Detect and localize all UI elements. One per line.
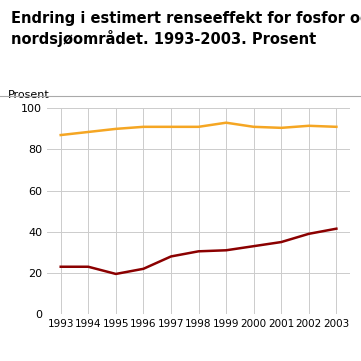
Nitrogen (86, 265, 91, 269)
Nitrogen (169, 254, 173, 258)
Fosfor (141, 125, 145, 129)
Fosfor (86, 130, 91, 134)
Nitrogen (279, 240, 283, 244)
Nitrogen (141, 267, 145, 271)
Nitrogen (224, 248, 228, 252)
Fosfor (306, 123, 311, 128)
Nitrogen (252, 244, 256, 248)
Nitrogen (114, 272, 118, 276)
Nitrogen (196, 249, 201, 253)
Fosfor (334, 125, 339, 129)
Fosfor (58, 133, 63, 137)
Text: Prosent: Prosent (8, 90, 49, 100)
Legend: Fosfor, Nitrogen: Fosfor, Nitrogen (113, 357, 284, 361)
Nitrogen (334, 226, 339, 231)
Fosfor (169, 125, 173, 129)
Line: Fosfor: Fosfor (61, 123, 336, 135)
Nitrogen (58, 265, 63, 269)
Fosfor (279, 126, 283, 130)
Line: Nitrogen: Nitrogen (61, 229, 336, 274)
Fosfor (114, 127, 118, 131)
Fosfor (196, 125, 201, 129)
Nitrogen (306, 232, 311, 236)
Fosfor (252, 125, 256, 129)
Text: Endring i estimert renseeffekt for fosfor og nitrogen i
nordsjøområdet. 1993-200: Endring i estimert renseeffekt for fosfo… (11, 11, 361, 47)
Fosfor (224, 121, 228, 125)
